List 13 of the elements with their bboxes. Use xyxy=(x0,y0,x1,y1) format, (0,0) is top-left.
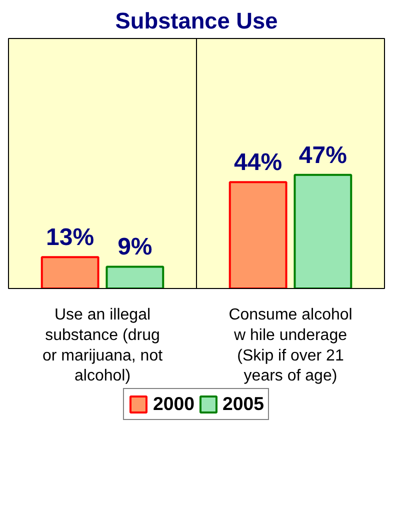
bar xyxy=(228,181,288,288)
bar xyxy=(294,174,352,288)
data-label: 9% xyxy=(118,234,152,261)
legend-label: 2000 xyxy=(152,393,194,415)
chart-title: Substance Use xyxy=(115,8,278,34)
data-label: 13% xyxy=(46,224,94,252)
x-tick-label: Use an illegal substance (drug or marijuana, not alcohol) xyxy=(42,306,164,385)
data-label: 47% xyxy=(298,142,347,169)
x-tick-label: Consume alcohol w hile underage (Skip if over 21 years of age) xyxy=(228,306,352,385)
legend-label: 2005 xyxy=(222,393,264,415)
bar xyxy=(40,256,100,288)
bar xyxy=(106,266,164,288)
data-label: 44% xyxy=(234,149,282,176)
